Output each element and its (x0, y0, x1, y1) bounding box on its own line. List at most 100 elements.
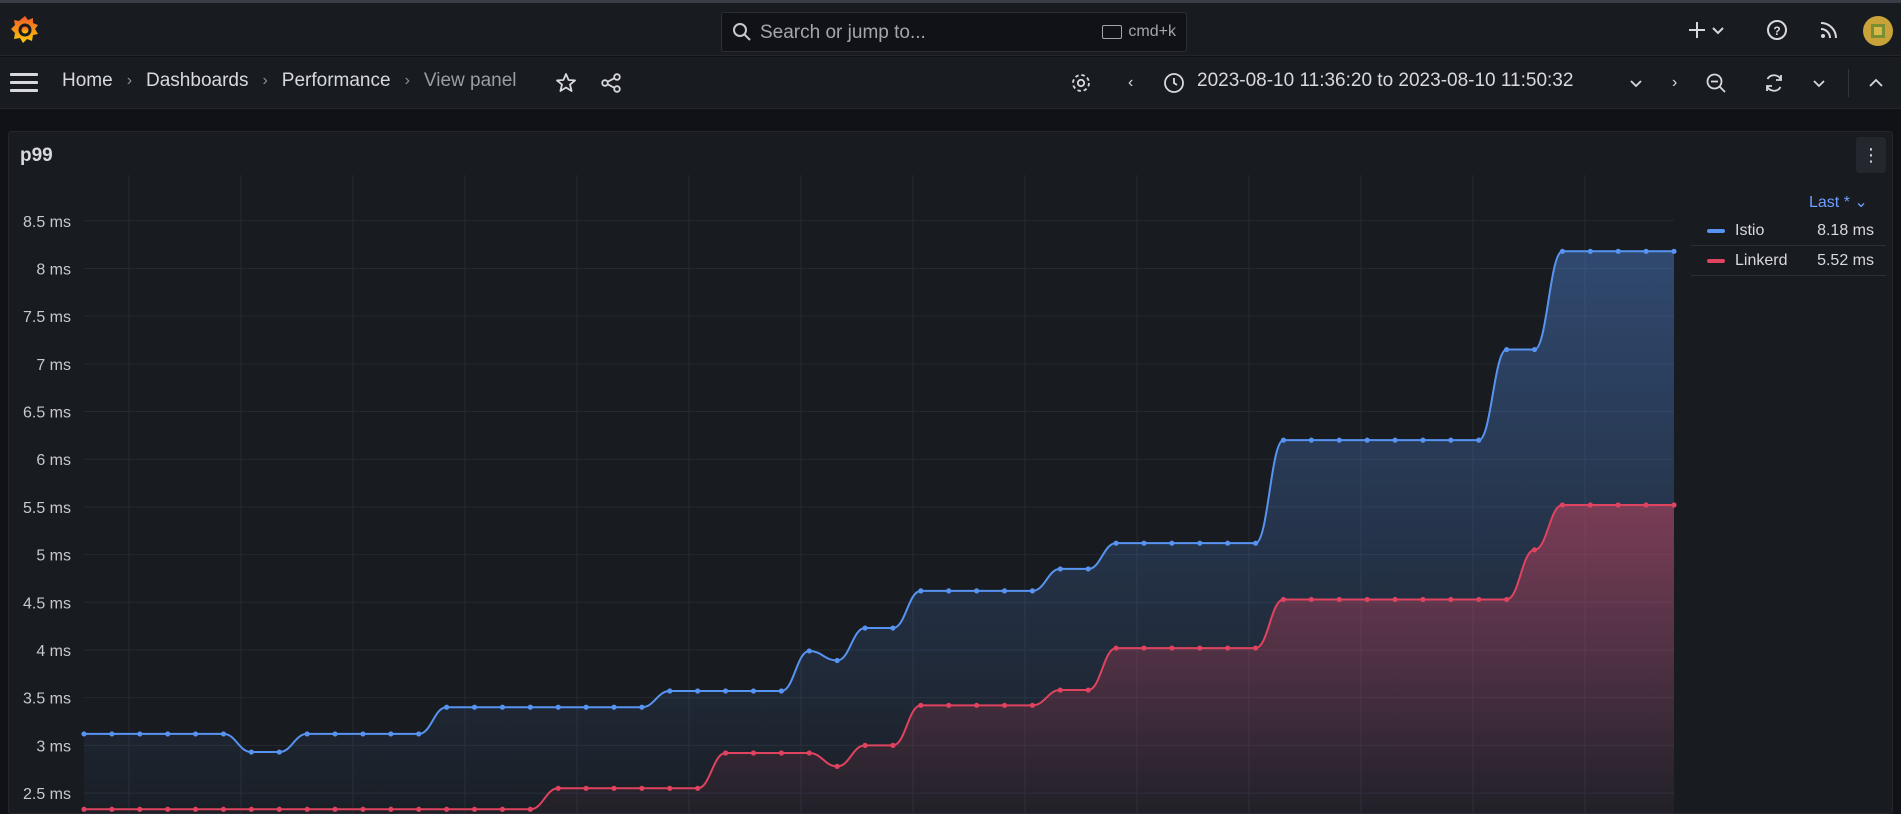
svg-text:?: ? (1773, 24, 1780, 38)
data-point-linkerd (192, 806, 199, 812)
data-point-linkerd (1671, 502, 1677, 508)
data-point-istio (1671, 248, 1677, 254)
y-axis-tick-label: 6.5 ms (23, 405, 71, 422)
data-point-linkerd (722, 750, 729, 756)
star-icon[interactable] (554, 71, 578, 95)
chevron-down-icon[interactable] (1628, 71, 1644, 95)
data-point-linkerd (444, 806, 450, 812)
time-back-chevron-icon[interactable]: ‹ (1128, 74, 1134, 91)
data-point-linkerd (1336, 596, 1342, 603)
data-point-linkerd (1308, 596, 1314, 603)
data-point-istio (1029, 588, 1036, 594)
search-input[interactable]: Search or jump to... cmd+k (721, 12, 1187, 52)
data-point-istio (527, 704, 533, 710)
y-axis-tick-label: 8.5 ms (23, 214, 71, 231)
zoom-out-icon[interactable] (1704, 71, 1728, 95)
data-point-linkerd (667, 785, 673, 791)
breadcrumb-performance[interactable]: Performance (281, 70, 391, 91)
data-point-linkerd (81, 806, 87, 812)
data-point-linkerd (1085, 687, 1091, 693)
time-range-picker[interactable]: 2023-08-10 11:36:20 to 2023-08-10 11:50:… (1197, 70, 1573, 92)
data-point-linkerd (1252, 645, 1259, 651)
data-point-linkerd (1531, 547, 1538, 553)
keyboard-icon (1102, 25, 1123, 39)
menu-icon[interactable] (10, 73, 38, 93)
data-point-istio (778, 688, 784, 694)
legend-series-value: 5.52 ms (1817, 252, 1874, 269)
data-point-linkerd (276, 806, 282, 812)
data-point-linkerd (1141, 645, 1147, 651)
data-point-linkerd (1643, 502, 1649, 508)
data-point-istio (890, 625, 896, 631)
keyboard-shortcut: cmd+k (1102, 23, 1176, 41)
data-point-istio (1504, 346, 1510, 353)
timeseries-chart[interactable]: 2.5 ms 3 ms 3.5 ms 4 ms 4.5 ms 5 ms 5.5 ms 6 ms… (9, 132, 1689, 814)
breadcrumb-home[interactable]: Home (62, 70, 113, 91)
panel: p99 ⋮ Last * ⌄ Istio 8.18 ms Linkerd 5.5… (8, 131, 1893, 814)
panel-menu-button[interactable]: ⋮ (1856, 137, 1886, 173)
y-axis-tick-label: 4.5 ms (23, 595, 71, 612)
time-range-label: 2023-08-10 11:36:20 to 2023-08-10 11:50:… (1197, 70, 1574, 91)
data-point-istio (583, 704, 589, 710)
data-point-istio (1085, 566, 1091, 572)
share-icon[interactable] (599, 71, 623, 95)
grafana-logo-icon[interactable] (8, 13, 42, 47)
data-point-linkerd (388, 806, 394, 812)
data-point-linkerd (918, 702, 924, 708)
clock-icon (1164, 73, 1184, 93)
time-forward-chevron-icon[interactable]: › (1672, 74, 1678, 91)
data-point-istio (304, 731, 310, 737)
data-point-linkerd (1197, 645, 1203, 651)
data-point-istio (834, 657, 840, 664)
data-point-linkerd (1476, 596, 1482, 603)
data-point-istio (332, 731, 338, 737)
help-icon[interactable]: ? (1764, 17, 1790, 43)
data-point-istio (1364, 437, 1370, 443)
data-point-linkerd (946, 702, 952, 708)
data-point-istio (1336, 437, 1342, 443)
data-point-linkerd (499, 806, 506, 812)
legend-item[interactable]: Istio 8.18 ms (1691, 216, 1886, 246)
search-icon (733, 23, 751, 41)
data-point-linkerd (1225, 645, 1231, 651)
legend-series-name: Linkerd (1735, 252, 1788, 269)
data-point-linkerd (862, 742, 868, 748)
data-point-istio (1392, 437, 1398, 443)
breadcrumb-dashboards[interactable]: Dashboards (146, 70, 249, 91)
data-point-istio (611, 704, 617, 710)
chevron-down-icon[interactable] (1710, 17, 1726, 43)
data-point-istio (1225, 540, 1231, 546)
plus-icon[interactable] (1684, 17, 1710, 43)
chevron-down-icon[interactable] (1811, 71, 1827, 95)
data-point-istio (471, 704, 478, 710)
data-point-linkerd (1392, 596, 1398, 603)
legend-sort-header[interactable]: Last * ⌄ (1809, 194, 1868, 211)
y-axis-tick-label: 7.5 ms (23, 309, 71, 326)
data-point-istio (220, 731, 227, 737)
avatar[interactable] (1862, 15, 1894, 47)
gear-icon[interactable] (1069, 71, 1093, 95)
data-point-istio (639, 704, 645, 710)
refresh-icon[interactable] (1762, 71, 1786, 95)
data-point-linkerd (1364, 596, 1370, 603)
data-point-linkerd (220, 806, 227, 812)
data-point-istio (555, 704, 561, 710)
y-axis-tick-label: 8 ms (36, 261, 71, 278)
data-point-linkerd (360, 806, 366, 812)
data-point-istio (1141, 540, 1147, 546)
data-point-linkerd (165, 806, 171, 812)
data-point-istio (1308, 437, 1314, 443)
data-point-linkerd (471, 806, 478, 812)
chevron-up-icon[interactable] (1864, 71, 1888, 95)
data-point-istio (499, 704, 506, 710)
rss-icon[interactable] (1816, 17, 1842, 43)
data-point-linkerd (806, 750, 812, 756)
y-axis-tick-label: 3.5 ms (23, 691, 71, 708)
data-point-linkerd (416, 806, 422, 812)
data-point-linkerd (1001, 702, 1008, 708)
data-point-istio (1531, 346, 1538, 353)
data-point-istio (695, 688, 701, 694)
legend-series-value: 8.18 ms (1817, 222, 1874, 239)
y-axis-tick-label: 2.5 ms (23, 786, 71, 803)
legend-item[interactable]: Linkerd 5.52 ms (1691, 246, 1886, 276)
